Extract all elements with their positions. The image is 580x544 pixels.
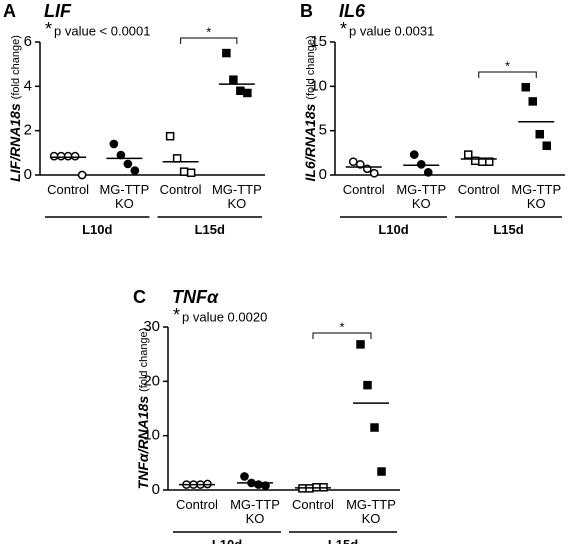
data-point [485,157,494,166]
data-point [186,168,196,178]
y-tick-label: 0 [24,166,32,183]
data-point [535,129,544,139]
y-tick-label: 15 [310,33,327,50]
y-tick-label: 10 [143,427,160,444]
y-tick-label: 5 [319,122,327,139]
group-label: L15d [493,222,524,237]
x-tick-label: Control [159,182,202,197]
x-tick-label: Control [292,497,334,512]
y-axis-label: IL6/RNA18s (fold change) [302,35,318,181]
data-point [236,86,245,96]
data-point [521,82,530,92]
y-tick-label: 2 [24,122,32,139]
panel-letter: A [3,1,16,21]
significance-star: * [505,58,510,73]
data-point [369,168,379,178]
y-axis-label-unit: (fold change) [138,328,150,392]
stat-star: * [340,19,347,39]
panel-title: IL6 [339,1,366,21]
data-point [409,150,419,159]
panel-letter: C [133,287,146,307]
significance-star: * [339,319,344,334]
data-point [377,467,386,476]
data-point [222,48,231,58]
stat-text: p value 0.0031 [349,23,434,38]
y-axis-label-unit: (fold change) [305,35,317,99]
data-point [370,423,379,432]
data-point [229,75,238,84]
data-point [130,166,140,175]
data-point [356,340,365,349]
data-point [348,157,358,167]
data-point [56,151,66,161]
data-point [116,150,126,160]
x-tick-label: MG-TTP KO [99,182,150,211]
y-tick-label: 6 [24,33,32,50]
data-point [77,170,87,180]
significance-star: * [206,24,211,39]
y-tick-label: 0 [319,166,327,183]
data-point [261,481,270,491]
group-label: L10d [173,538,281,544]
y-tick-label: 10 [310,77,327,94]
y-tick-label: 30 [143,318,160,335]
y-axis-label-main: IL6/RNA18s [302,103,318,181]
data-point [254,480,263,489]
x-tick-label: MG-TTP KO [230,497,280,526]
stat-star: * [173,305,180,325]
panel-letter: B [300,1,313,21]
significance-bracket [478,71,537,78]
significance-bracket [312,332,372,339]
significance-bracket [180,37,238,44]
y-tick-label: 4 [24,77,32,94]
panel-title: LIF [44,1,72,21]
x-tick-label: MG-TTP KO [396,182,447,211]
data-point [542,141,551,150]
x-tick-label: Control [176,497,218,512]
data-point [179,167,189,176]
x-tick-label: Control [47,182,90,197]
group-label: L15d [289,538,397,544]
data-point [416,160,426,169]
data-point [123,159,133,169]
stat-star: * [45,19,52,39]
data-point [363,380,372,390]
data-point [464,150,473,159]
x-tick-label: Control [342,182,385,197]
y-axis-label-unit: (fold change) [10,35,22,99]
data-point [240,472,249,481]
x-tick-label: MG-TTP KO [346,497,396,526]
group-label: L10d [378,222,409,237]
data-point [165,131,175,141]
stat-text: p value 0.0020 [182,309,267,324]
panel-title: TNFα [172,287,219,307]
y-tick-label: 0 [152,481,160,498]
x-tick-label: MG-TTP KO [511,182,562,211]
data-point [70,151,80,161]
data-point [243,88,252,98]
x-tick-label: Control [457,182,500,197]
y-axis-label: LIF/RNA18s (fold change) [7,35,23,182]
group-label: L10d [82,222,113,237]
group-label: L15d [194,222,225,237]
stat-text: p value < 0.0001 [54,23,151,38]
data-point [528,97,537,106]
x-tick-label: MG-TTP KO [211,182,262,211]
data-point [49,151,59,161]
y-axis-label: TNFα/RNA18s (fold change) [135,328,151,490]
data-point [63,151,73,161]
data-point [109,139,119,149]
data-point [355,160,365,169]
y-axis-label-main: LIF/RNA18s [7,103,23,182]
data-point [172,154,182,163]
data-point [423,167,433,177]
y-tick-label: 20 [143,372,160,389]
y-axis-label-main: TNFα/RNA18s [135,396,151,490]
